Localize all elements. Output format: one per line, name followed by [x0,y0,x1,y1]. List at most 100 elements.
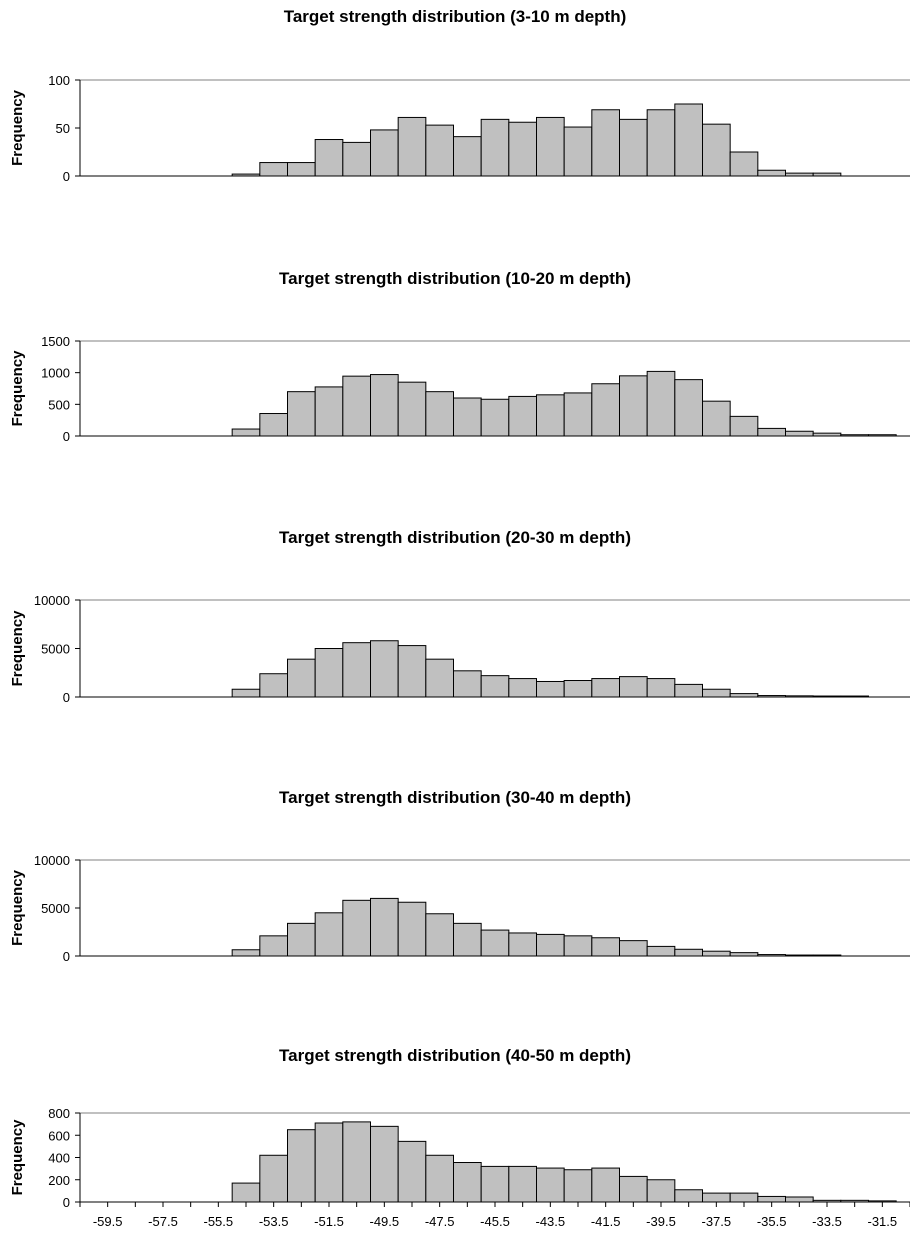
y-tick-label: 10000 [34,593,70,608]
y-tick-label: 600 [48,1128,70,1143]
histogram-bar [231,949,261,957]
histogram-bar [563,1169,593,1203]
histogram-bar [508,678,538,698]
histogram-bar [674,379,703,437]
x-tick-label: -57.5 [148,1214,178,1229]
x-tick-label: -43.5 [536,1214,566,1229]
histogram-bar [287,1129,316,1203]
histogram-bar [646,678,676,698]
histogram-bar [619,375,648,437]
histogram-bar [702,1192,731,1203]
histogram-bar [729,415,759,437]
y-tick-label: 10000 [34,853,70,868]
histogram-bar [563,392,593,437]
histogram-bar [674,948,703,957]
y-tick-label: 0 [63,1195,70,1210]
y-tick-label: 800 [48,1106,70,1121]
histogram-bar [591,678,620,698]
histogram-bar [508,932,538,957]
y-tick-label: 400 [48,1151,70,1166]
histogram-bar [370,129,399,177]
histogram-bar [314,386,344,437]
histogram-bar [397,901,427,957]
x-tick-label: -49.5 [370,1214,400,1229]
histogram-bar [231,688,261,698]
histogram-bar [287,391,316,437]
histogram-bar [342,375,372,437]
histogram-bar [702,123,731,177]
histogram-bar [314,1122,344,1203]
histogram-bar [646,109,676,177]
histogram-bar [536,116,565,177]
histogram-bar [259,673,289,698]
y-axis-label: Frequency [9,89,26,166]
x-tick-label: -51.5 [314,1214,344,1229]
histogram-bar [702,688,731,698]
chart-title: Target strength distribution (40-50 m de… [279,1046,631,1065]
y-tick-label: 5000 [41,901,70,916]
histogram-bar [453,136,482,177]
histogram-bar [536,394,565,437]
histogram-bar [314,648,344,698]
histogram-bar [231,1182,261,1203]
histogram-bar [619,118,648,177]
histogram-bar [508,121,538,177]
x-tick-label: -35.5 [757,1214,787,1229]
histogram-bar [259,413,289,437]
chart-title: Target strength distribution (30-40 m de… [279,788,631,807]
histogram-bar [480,929,510,957]
histogram-bar [370,897,399,957]
y-tick-label: 5000 [41,642,70,657]
histogram-bar [342,899,372,957]
x-tick-label: -41.5 [591,1214,621,1229]
y-tick-label: 0 [63,949,70,964]
histogram-bar [342,141,372,177]
histogram-bar [536,933,565,957]
x-tick-label: -47.5 [425,1214,455,1229]
histogram-bar [425,658,455,698]
histogram-bar [674,1189,703,1203]
chart-title: Target strength distribution (3-10 m dep… [284,7,627,26]
histogram-bar [370,640,399,698]
histogram-bar [425,1154,455,1203]
y-axis-label: Frequency [9,1119,26,1196]
x-tick-label: -55.5 [204,1214,234,1229]
histogram-bar [314,139,344,177]
histogram-bar [425,913,455,957]
histogram-bar [397,116,427,177]
histogram-bar [287,658,316,698]
histogram-bar [314,912,344,957]
histogram-bar [646,945,676,957]
histogram-bar [508,1165,538,1203]
histogram-bar [619,676,648,698]
histogram-bar [480,1165,510,1203]
histogram-bar [591,383,620,437]
histogram-bar [757,1195,786,1203]
histogram-bar [480,675,510,698]
y-tick-label: 1000 [41,366,70,381]
y-tick-label: 500 [48,397,70,412]
y-tick-label: 0 [63,690,70,705]
y-tick-label: 0 [63,169,70,184]
histogram-bar [729,1192,759,1203]
x-tick-label: -45.5 [480,1214,510,1229]
histogram-bar [563,126,593,177]
y-axis-label: Frequency [9,610,26,687]
histogram-bar [702,400,731,437]
y-tick-label: 200 [48,1173,70,1188]
histogram-bar [259,162,289,177]
histogram-bar [342,1121,372,1203]
chart-title: Target strength distribution (20-30 m de… [279,528,631,547]
x-tick-label: -39.5 [646,1214,676,1229]
histogram-bar [619,940,648,957]
histogram-bar [591,109,620,177]
y-axis-label: Frequency [9,350,26,427]
histogram-bar [480,398,510,437]
histogram-bar [425,124,455,177]
y-tick-label: 1500 [41,334,70,349]
x-tick-label: -31.5 [868,1214,898,1229]
histogram-bar [425,391,455,437]
histogram-bar [619,1175,648,1203]
histogram-bar [453,1162,482,1203]
histogram-bar [259,1154,289,1203]
